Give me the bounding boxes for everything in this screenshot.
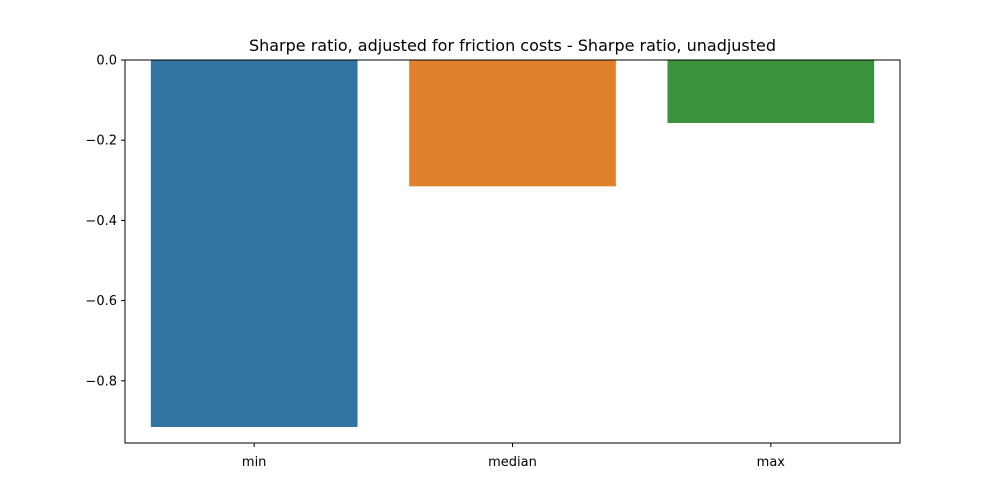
bar-max [667,60,875,123]
x-tick-label-min: min [242,455,267,470]
bars-layer [150,60,875,427]
bar-median [409,60,616,187]
y-tick-label: −0.4 [85,214,117,229]
chart-title: Sharpe ratio, adjusted for friction cost… [249,36,776,55]
bar-min [150,60,358,427]
x-tick-label-median: median [488,455,537,470]
y-axis: 0.0 −0.2 −0.4 −0.6 −0.8 [85,54,125,389]
plot-frame [124,59,901,444]
y-tick-label: −0.8 [85,374,117,389]
y-tick-label: 0.0 [96,54,117,69]
x-axis: min median max [242,443,785,470]
y-tick-label: −0.6 [85,294,117,309]
y-tick-label: −0.2 [85,134,117,149]
x-tick-label-max: max [757,455,786,470]
